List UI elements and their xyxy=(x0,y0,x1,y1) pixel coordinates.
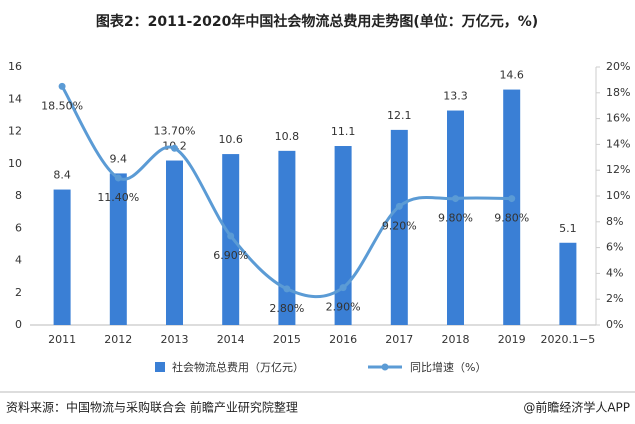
legend-label: 同比增速（%） xyxy=(410,360,486,374)
line-point xyxy=(339,284,347,292)
y2-tick-label: 16% xyxy=(606,112,630,125)
x-tick-label: 2016 xyxy=(329,333,357,346)
bar-value-label: 13.3 xyxy=(443,90,468,103)
y2-tick-label: 10% xyxy=(606,189,630,202)
bar xyxy=(334,146,352,325)
y2-tick-label: 20% xyxy=(606,60,630,73)
x-tick-label: 2013 xyxy=(161,333,189,346)
bar xyxy=(559,242,577,325)
x-tick-label: 2011 xyxy=(48,333,76,346)
bar xyxy=(166,160,183,325)
line-point xyxy=(227,232,235,240)
bar-value-label: 8.4 xyxy=(53,169,71,182)
line-value-label: 13.70% xyxy=(154,124,196,137)
line-value-label: 9.20% xyxy=(382,219,417,232)
x-tick-label: 2017 xyxy=(385,333,413,346)
bar-value-label: 12.1 xyxy=(387,109,412,122)
y2-tick-label: 12% xyxy=(606,163,630,176)
y2-tick-label: 2% xyxy=(606,292,623,305)
y-tick-label: 14 xyxy=(8,92,22,105)
line-point xyxy=(58,82,66,90)
y-tick-label: 16 xyxy=(8,60,22,73)
line xyxy=(60,85,512,299)
x-tick-label: 2015 xyxy=(273,333,301,346)
credit: @前瞻经济学人APP xyxy=(523,400,630,415)
x-tick-label: 2019 xyxy=(498,333,526,346)
bar xyxy=(53,189,71,325)
y2-tick-label: 0% xyxy=(606,318,623,331)
y2-tick-label: 8% xyxy=(606,215,623,228)
y-tick-label: 8 xyxy=(15,189,22,202)
bar-value-label: 14.6 xyxy=(499,69,524,82)
bar xyxy=(222,154,240,325)
bar xyxy=(447,110,464,325)
legend-label: 社会物流总费用（万亿元） xyxy=(172,360,304,374)
line-point xyxy=(171,144,178,152)
line-point xyxy=(452,195,459,203)
bar xyxy=(390,129,408,325)
x-tick-label: 2014 xyxy=(217,333,245,346)
line-value-label: 18.50% xyxy=(41,99,83,112)
y-tick-label: 4 xyxy=(15,254,22,267)
x-tick-label: 2012 xyxy=(104,333,132,346)
legend-swatch xyxy=(155,362,165,372)
y2-tick-label: 6% xyxy=(606,241,623,254)
line-point xyxy=(283,285,291,293)
bar xyxy=(109,173,127,325)
bar-value-label: 10.8 xyxy=(275,130,300,143)
source: 资料来源：中国物流与采购联合会 前瞻产业研究院整理 xyxy=(6,400,298,415)
legend-swatch xyxy=(381,363,389,371)
line-value-label: 6.90% xyxy=(213,249,248,262)
y-tick-label: 10 xyxy=(8,157,22,170)
bar-value-label: 5.1 xyxy=(559,222,577,235)
bar xyxy=(278,150,296,325)
y-tick-label: 2 xyxy=(15,286,22,299)
bar-value-label: 11.1 xyxy=(331,125,356,138)
bar-value-label: 9.4 xyxy=(110,152,128,165)
line-value-label: 11.40% xyxy=(97,191,139,204)
line-value-label: 2.90% xyxy=(326,301,361,314)
line-point xyxy=(508,195,516,203)
line-value-label: 9.80% xyxy=(438,212,473,225)
line-point xyxy=(114,174,122,182)
bar xyxy=(503,89,521,325)
y2-tick-label: 18% xyxy=(606,86,630,99)
y-tick-label: 6 xyxy=(15,221,22,234)
bar-value-label: 10.6 xyxy=(218,133,243,146)
y-tick-label: 0 xyxy=(15,318,22,331)
line-value-label: 9.80% xyxy=(494,212,529,225)
x-tick-label: 2018 xyxy=(442,333,470,346)
y2-tick-label: 14% xyxy=(606,137,630,150)
line-value-label: 2.80% xyxy=(269,302,304,315)
y-tick-label: 12 xyxy=(8,125,22,138)
chart-title: 图表2：2011-2020年中国社会物流总费用走势图(单位：万亿元，%) xyxy=(96,13,538,30)
y2-tick-label: 4% xyxy=(606,266,623,279)
line-point xyxy=(395,202,403,210)
x-tick-label: 2020.1−5 xyxy=(541,333,596,346)
